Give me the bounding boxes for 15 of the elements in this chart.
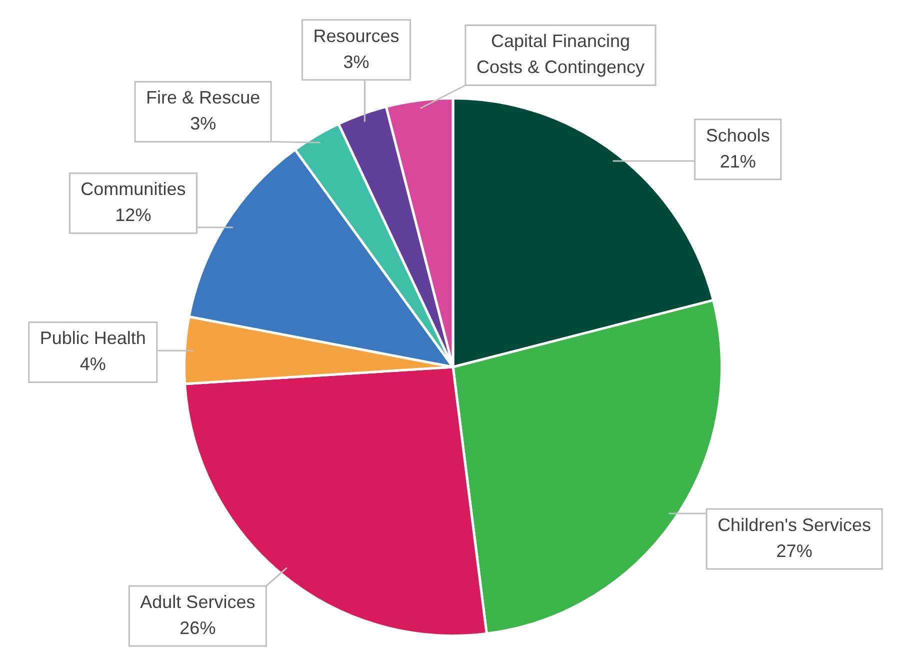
- data-label: 21%: [720, 151, 756, 172]
- data-label: 26%: [180, 618, 216, 638]
- slice-label: Schools: [706, 125, 770, 146]
- data-label: 27%: [776, 540, 812, 561]
- slice-label: Resources: [313, 26, 400, 46]
- data-label: 4%: [80, 354, 106, 374]
- slice-label: Communities: [80, 179, 186, 200]
- slice-label: Adult Services: [140, 592, 256, 612]
- slice-label: Children's Services: [718, 514, 872, 535]
- data-label: 3%: [190, 114, 216, 134]
- slice-label: Public Health: [40, 328, 146, 348]
- slice-label: Capital Financing Costs & Contingency: [476, 31, 645, 78]
- data-label: 3%: [343, 52, 370, 72]
- slice-label: Fire & Rescue: [146, 88, 260, 108]
- data-label: 12%: [115, 205, 152, 226]
